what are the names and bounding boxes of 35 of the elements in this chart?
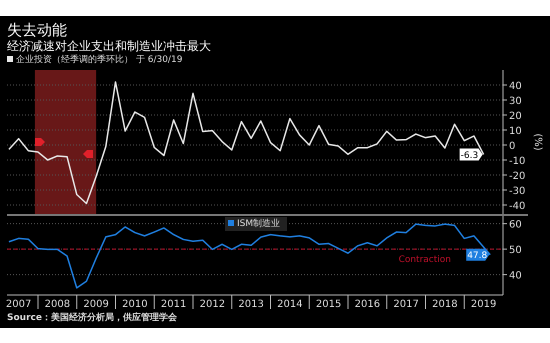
x-tick-label: 2010 (122, 299, 148, 310)
y-tick-label: 20 (509, 111, 522, 122)
y-tick-label: -20 (509, 171, 526, 182)
y-tick-label: 10 (509, 126, 522, 137)
y-axis-title: (%) (532, 133, 543, 151)
y-tick-label: 0 (509, 141, 516, 152)
legend-label: 企业投资（经季调的季环比） 于 6/30/19 (16, 54, 183, 65)
x-tick-label: 2015 (316, 299, 342, 310)
y-tick-label: 50 (509, 245, 522, 256)
x-tick-label: 2012 (200, 299, 226, 310)
line-series (8, 81, 484, 204)
y-tick-label: 40 (509, 81, 522, 92)
y-tick-label: 30 (509, 96, 522, 107)
x-tick-label: 2019 (470, 299, 496, 310)
chart-title: 失去动能 (7, 21, 67, 39)
annotation: -6.3 (460, 150, 478, 161)
y-tick-label: -30 (509, 186, 526, 197)
x-tick-label: 2016 (354, 299, 380, 310)
ref-line-label: Contraction (398, 255, 451, 266)
annotation: 47.8 (467, 251, 488, 262)
y-tick-label: 60 (509, 220, 522, 231)
x-tick-label: 2014 (277, 299, 303, 310)
x-tick-label: 2017 (393, 299, 419, 310)
y-tick-label: -10 (509, 156, 526, 167)
x-tick-label: 2018 (432, 299, 458, 310)
x-tick-label: 2013 (238, 299, 264, 310)
y-tick-label: -40 (509, 201, 526, 212)
x-tick-label: 2009 (83, 299, 109, 310)
x-tick-label: 2008 (44, 299, 70, 310)
x-tick-label: 2011 (160, 299, 186, 310)
y-tick-label: 40 (509, 270, 522, 282)
chart-subtitle: 经济减速对企业支出和制造业冲击最大 (7, 39, 211, 53)
x-tick-label: 2007 (6, 299, 32, 310)
legend-label: ISM制造业 (237, 218, 280, 229)
source-note: Source：美国经济分析局，供应管理学会 (7, 312, 178, 323)
